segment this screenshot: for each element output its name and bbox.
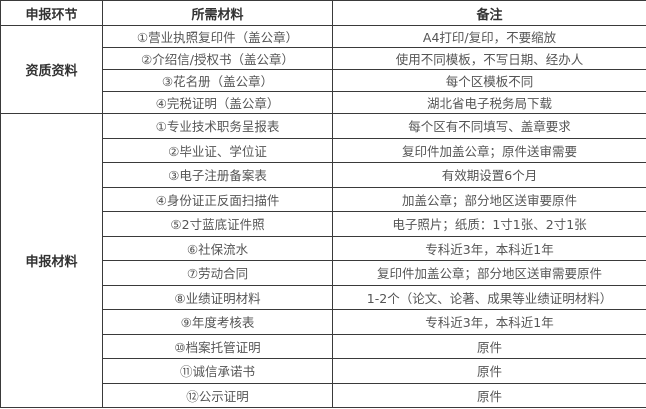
note-cell: 复印件加盖公章；部分地区送审需要原件 — [332, 260, 646, 286]
note-cell: 原件 — [332, 333, 646, 359]
table-row: ⑨年度考核表 专科近3年，本科近1年 — [1, 309, 646, 335]
note-cell: 每个区有不同填写、盖章要求 — [332, 113, 646, 139]
group-label: 申报材料 — [0, 113, 103, 408]
note-cell: 有效期设置6个月 — [332, 162, 646, 188]
material-cell: ①专业技术职务呈报表 — [102, 113, 333, 139]
group-label: 资质资料 — [0, 25, 103, 114]
note-cell: 1-2个（论文、论著、成果等业绩证明材料） — [332, 284, 646, 310]
table-row: ④身份证正反面扫描件 加盖公章；部分地区送审要原件 — [1, 186, 646, 212]
table-row: ⑫公示证明 原件 — [1, 382, 646, 408]
header-stage: 申报环节 — [0, 0, 103, 26]
material-cell: ②介绍信/授权书（盖公章） — [102, 47, 333, 70]
table-row: ⑧业绩证明材料 1-2个（论文、论著、成果等业绩证明材料） — [1, 284, 646, 310]
note-cell: 原件 — [332, 382, 646, 408]
material-cell: ④身份证正反面扫描件 — [102, 186, 333, 212]
note-cell: 专科近3年，本科近1年 — [332, 235, 646, 261]
material-cell: ④完税证明（盖公章） — [102, 91, 333, 114]
note-cell: A4打印/复印，不要缩放 — [332, 25, 646, 48]
material-cell: ⑤2寸蓝底证件照 — [102, 211, 333, 237]
material-cell: ③电子注册备案表 — [102, 162, 333, 188]
table-row: 资质资料 ①营业执照复印件（盖公章） A4打印/复印，不要缩放 — [0, 25, 646, 114]
material-cell: ⑫公示证明 — [102, 382, 333, 408]
material-cell: ⑦劳动合同 — [102, 260, 333, 286]
material-cell: ⑩档案托管证明 — [102, 333, 333, 359]
note-cell: 复印件加盖公章；原件送审需要 — [332, 137, 646, 163]
table-row: ⑪诚信承诺书 原件 — [1, 358, 646, 384]
note-cell: 湖北省电子税务局下载 — [332, 91, 646, 114]
note-cell: 加盖公章；部分地区送审要原件 — [332, 186, 646, 212]
note-cell: 使用不同模板，不写日期、经办人 — [332, 47, 646, 70]
material-cell: ⑪诚信承诺书 — [102, 358, 333, 384]
table-row: 申报材料 ①专业技术职务呈报表 每个区有不同填写、盖章要求 — [0, 113, 646, 408]
table-row: ⑤2寸蓝底证件照 电子照片；纸质：1寸1张、2寸1张 — [1, 211, 646, 237]
note-cell: 专科近3年，本科近1年 — [332, 309, 646, 335]
material-cell: ⑥社保流水 — [102, 235, 333, 261]
header-note: 备注 — [332, 0, 646, 26]
note-cell: 原件 — [332, 358, 646, 384]
material-cell: ⑨年度考核表 — [102, 309, 333, 335]
table-row: ④完税证明（盖公章） 湖北省电子税务局下载 — [1, 91, 646, 114]
material-cell: ⑧业绩证明材料 — [102, 284, 333, 310]
material-cell: ①营业执照复印件（盖公章） — [102, 25, 333, 48]
note-cell: 电子照片；纸质：1寸1张、2寸1张 — [332, 211, 646, 237]
material-cell: ③花名册（盖公章） — [102, 69, 333, 92]
table-row: ⑩档案托管证明 原件 — [1, 333, 646, 359]
note-cell: 每个区模板不同 — [332, 69, 646, 92]
material-cell: ②毕业证、学位证 — [102, 137, 333, 163]
header-material: 所需材料 — [102, 0, 333, 26]
header-row: 申报环节 所需材料 备注 — [0, 0, 646, 26]
